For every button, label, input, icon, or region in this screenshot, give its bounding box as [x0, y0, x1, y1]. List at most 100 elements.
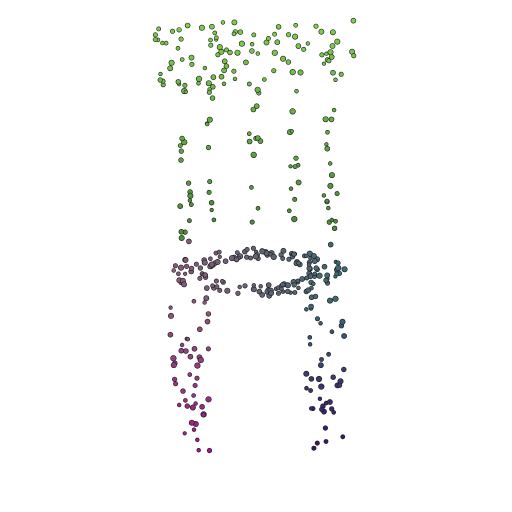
cloud-point [216, 249, 222, 255]
cloud-point [186, 238, 192, 245]
cloud-point [322, 116, 329, 123]
cloud-point [292, 290, 298, 295]
cloud-point [263, 39, 270, 46]
cloud-point [329, 43, 336, 49]
cloud-point [288, 164, 293, 169]
cloud-point [234, 49, 241, 56]
cloud-point [329, 329, 335, 335]
cloud-point [191, 393, 196, 398]
cloud-point [217, 287, 223, 293]
cloud-point [278, 252, 284, 258]
cloud-point [321, 193, 327, 198]
cloud-point [184, 403, 191, 409]
cloud-point [185, 337, 191, 342]
cloud-point [318, 321, 323, 326]
cloud-point [210, 84, 216, 90]
cloud-point [173, 381, 179, 387]
cloud-point [172, 376, 178, 382]
cloud-point [238, 40, 245, 47]
cloud-point [192, 382, 198, 388]
cloud-point [183, 348, 189, 354]
cloud-point [296, 260, 301, 266]
cloud-point [252, 253, 259, 260]
cloud-point [337, 382, 343, 388]
cloud-point [205, 80, 212, 87]
cloud-point [175, 45, 181, 51]
cloud-point [331, 225, 338, 232]
cloud-point [193, 261, 199, 267]
cloud-point [209, 207, 214, 213]
cloud-point [308, 388, 313, 393]
cloud-point [206, 447, 213, 454]
cloud-point [324, 272, 331, 279]
cloud-point [195, 437, 200, 442]
cloud-point [184, 22, 191, 29]
cloud-point [324, 142, 329, 147]
cloud-point [304, 385, 309, 391]
cloud-point [189, 404, 196, 411]
cloud-point [315, 375, 323, 383]
cloud-point [311, 258, 318, 264]
cloud-point [330, 374, 336, 380]
cloud-point [203, 295, 210, 302]
cloud-point [231, 19, 238, 26]
cloud-point [243, 59, 249, 66]
cloud-point [178, 347, 185, 354]
cloud-point [198, 24, 205, 31]
cloud-point [191, 427, 197, 432]
cloud-point [214, 258, 221, 265]
cloud-point [326, 399, 333, 405]
cloud-point [171, 268, 176, 273]
cloud-point [308, 303, 314, 310]
cloud-point [329, 217, 335, 223]
cloud-point [258, 284, 263, 289]
cloud-point [341, 366, 347, 373]
cloud-point [305, 41, 310, 46]
cloud-point [321, 263, 328, 270]
cloud-point [314, 440, 320, 446]
cloud-point [208, 37, 213, 43]
cloud-point [212, 30, 218, 36]
cloud-point [314, 316, 320, 322]
cloud-point [163, 40, 169, 46]
cloud-point [208, 42, 214, 48]
cloud-point [246, 131, 252, 136]
cloud-point [327, 241, 334, 248]
cloud-point [246, 138, 253, 145]
cloud-point [286, 208, 292, 214]
cloud-point [295, 278, 300, 283]
cloud-point [191, 345, 198, 352]
cloud-point [308, 376, 315, 382]
cloud-point [253, 103, 260, 109]
cloud-point [318, 28, 325, 35]
cloud-point [218, 73, 225, 80]
cloud-point [341, 333, 347, 339]
cloud-point [327, 182, 334, 189]
cloud-point [307, 342, 313, 347]
cloud-point [189, 61, 195, 67]
cloud-point [324, 51, 329, 56]
cloud-point [291, 282, 297, 288]
cloud-point [329, 406, 335, 412]
cloud-point [197, 326, 203, 333]
cloud-point [251, 283, 257, 288]
cloud-point [350, 17, 357, 24]
cloud-point [250, 151, 257, 158]
cloud-point [157, 77, 163, 83]
cloud-point [275, 290, 281, 296]
cloud-point [204, 285, 210, 291]
cloud-point [214, 35, 219, 40]
cloud-point [210, 74, 217, 80]
cloud-point [205, 346, 211, 352]
cloud-point [152, 32, 158, 38]
cloud-point [184, 263, 190, 269]
cloud-point [291, 216, 298, 223]
cloud-point [318, 383, 325, 390]
cloud-point [248, 255, 253, 261]
cloud-point [196, 81, 201, 86]
cloud-point [224, 47, 229, 53]
cloud-point [178, 235, 185, 242]
cloud-point [167, 331, 174, 338]
cloud-point [293, 155, 299, 161]
cloud-point [178, 36, 184, 42]
